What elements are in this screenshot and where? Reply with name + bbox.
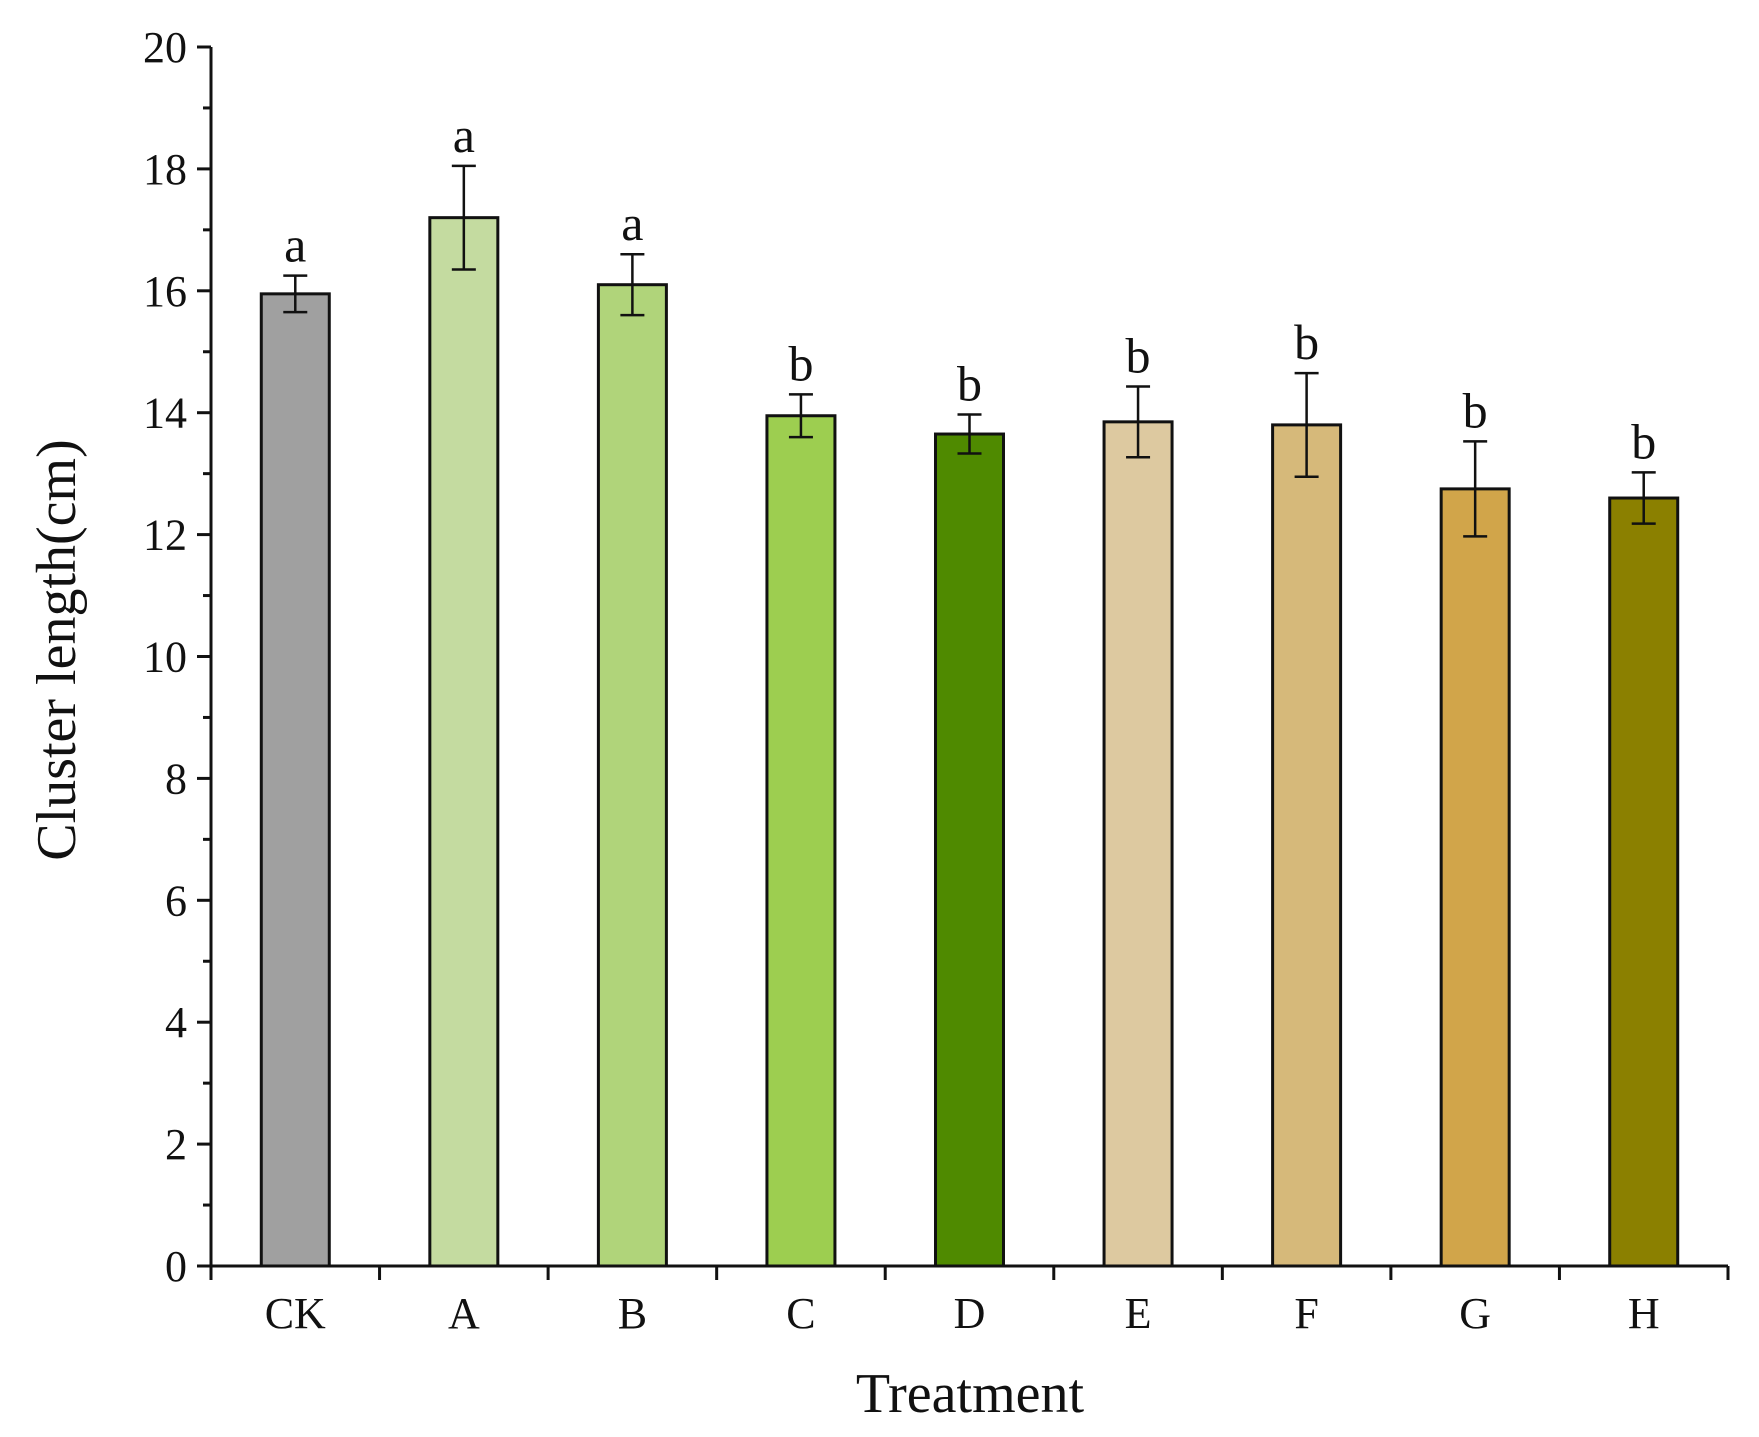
y-tick-label: 0 <box>165 1242 187 1291</box>
y-tick-label: 10 <box>143 633 187 682</box>
significance-label: a <box>453 107 475 163</box>
x-tick-label: G <box>1459 1289 1491 1338</box>
y-tick-label: 12 <box>143 511 187 560</box>
bar-f <box>1271 423 1343 1268</box>
x-tick-label: CK <box>265 1289 326 1338</box>
y-tick-label: 14 <box>143 389 187 438</box>
bar-c <box>765 414 837 1268</box>
error-bars-group <box>283 164 1656 538</box>
significance-label: b <box>1463 382 1488 438</box>
significance-label: b <box>1126 327 1151 383</box>
x-axis-title: Treatment <box>856 1363 1085 1425</box>
significance-label: b <box>788 335 813 391</box>
y-tick-label: 16 <box>143 267 187 316</box>
significance-labels-group: a a a b b b b b b <box>284 107 1656 470</box>
bar-b <box>596 283 668 1268</box>
y-tick-label: 8 <box>165 754 187 803</box>
y-tick-label: 4 <box>165 998 187 1047</box>
bars-group <box>259 216 1680 1268</box>
y-axis: 0 2 4 6 8 10 12 14 16 18 20 <box>143 23 213 1291</box>
y-tick-label: 20 <box>143 23 187 72</box>
x-tick-label: H <box>1628 1289 1660 1338</box>
y-tick-label: 6 <box>165 876 187 925</box>
x-tick-label: F <box>1294 1289 1318 1338</box>
x-axis: CK A B C D E F G H <box>209 1264 1730 1338</box>
bar-ck <box>259 292 331 1268</box>
significance-label: b <box>1294 314 1319 370</box>
x-tick-label: D <box>954 1289 986 1338</box>
y-tick-label: 18 <box>143 145 187 194</box>
bar-g <box>1439 487 1511 1268</box>
y-axis-title: Cluster length(cm) <box>26 439 88 860</box>
x-tick-label: B <box>618 1289 647 1338</box>
x-tick-label: A <box>448 1289 480 1338</box>
significance-label: b <box>1631 413 1656 469</box>
x-tick-label: C <box>786 1289 815 1338</box>
y-tick-label: 2 <box>165 1120 187 1169</box>
x-tick-label: E <box>1125 1289 1152 1338</box>
significance-label: a <box>284 217 306 273</box>
bar-e <box>1102 420 1174 1268</box>
bar-h <box>1608 496 1680 1268</box>
bar-a <box>428 216 500 1268</box>
significance-label: a <box>621 195 643 251</box>
significance-label: b <box>957 356 982 412</box>
bar-d <box>934 432 1005 1268</box>
